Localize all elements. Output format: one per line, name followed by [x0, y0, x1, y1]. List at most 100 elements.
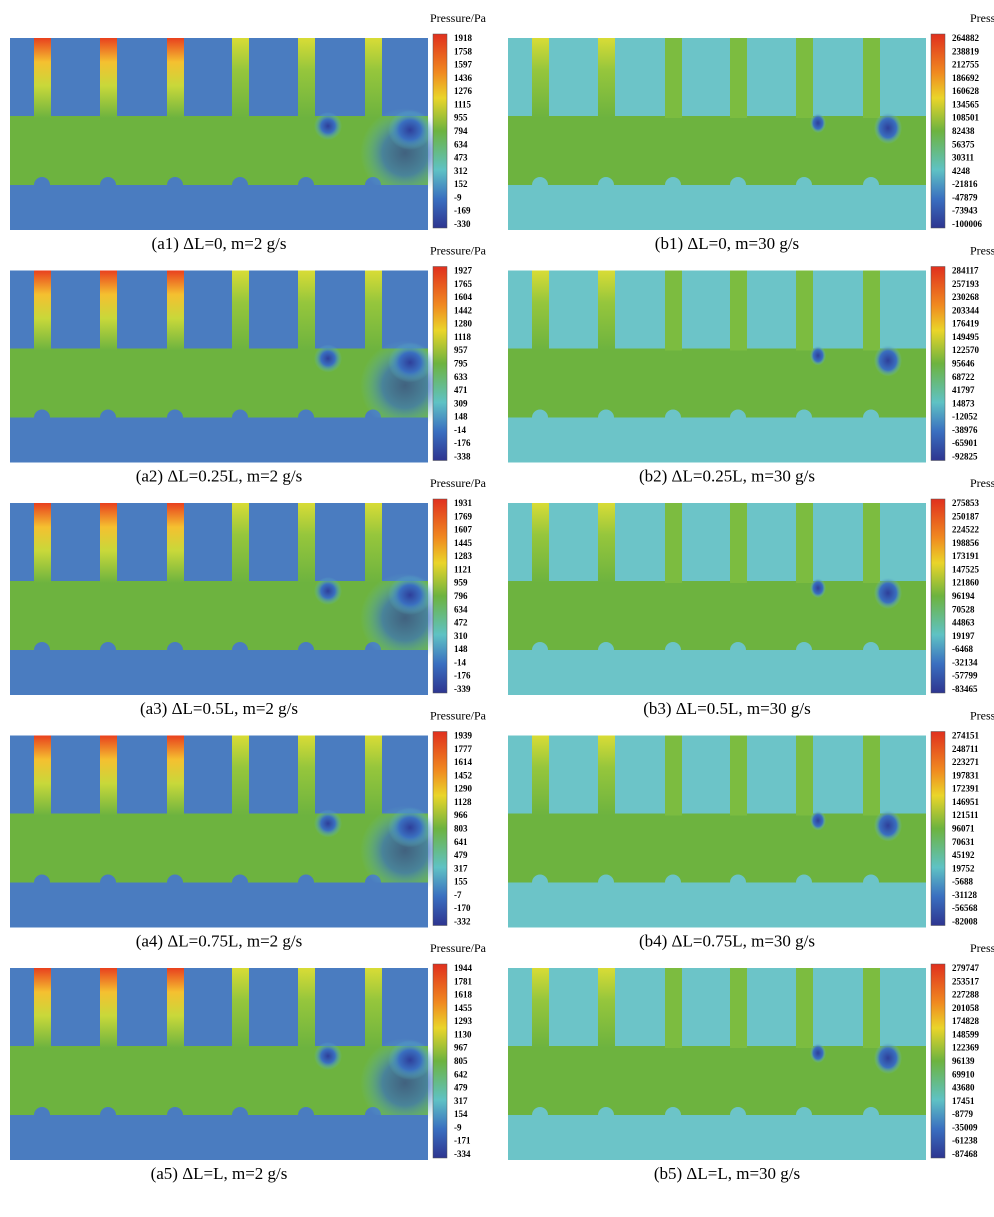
colorbar-label: 1618 [454, 990, 473, 1000]
slot [34, 968, 51, 1048]
colorbar-label: 19752 [952, 863, 975, 873]
slot [232, 735, 249, 816]
colorbar-label: 1436 [454, 73, 473, 83]
bottom-wall [508, 1115, 926, 1160]
bottom-wall [508, 185, 926, 230]
colorbar-label: -170 [454, 903, 471, 913]
vortex [874, 112, 902, 144]
colorbar-label: 805 [454, 1056, 468, 1066]
vortex [314, 577, 342, 605]
colorbar-label: 274151 [952, 731, 980, 741]
colorbar-label: 148599 [952, 1029, 980, 1039]
vortex [874, 1042, 902, 1074]
slot [665, 503, 682, 583]
colorbar-title: Pressure/Pa [430, 11, 487, 25]
colorbar-label: -8779 [952, 1109, 973, 1119]
colorbar-label: 473 [454, 153, 468, 163]
panel-caption: (b3) ΔL=0.5L, m=30 g/s [643, 699, 811, 718]
colorbar-label: 19197 [952, 631, 975, 641]
contour-plot [10, 503, 450, 695]
slot [167, 503, 184, 583]
slot [232, 38, 249, 118]
colorbar-label: 68722 [952, 372, 975, 382]
colorbar-label: 155 [454, 877, 468, 887]
colorbar [930, 963, 946, 1159]
colorbar-label: 275853 [952, 498, 980, 508]
panel: Pressure/Pa 1939 1777 1614 1452 1290 1128 966 80… [10, 709, 487, 951]
colorbar-label: -14 [454, 425, 466, 435]
panel-caption: (a2) ΔL=0.25L, m=2 g/s [136, 467, 303, 486]
vortex [874, 577, 902, 609]
colorbar-label: 41797 [952, 385, 975, 395]
colorbar-label: 309 [454, 398, 468, 408]
vortex [810, 578, 826, 598]
colorbar-label: 121511 [952, 810, 979, 820]
colorbar-label: 1758 [454, 46, 473, 56]
colorbar-title: Pressure/Pa [430, 709, 487, 723]
vortex [388, 575, 432, 615]
slot [598, 270, 615, 351]
colorbar-title: Pressure/Pa [430, 941, 487, 955]
panel: Pressure/Pa 264882 238819 212755 186692 16062… [508, 11, 994, 253]
slot [796, 270, 813, 351]
slot [863, 270, 880, 351]
colorbar-label: 1597 [454, 60, 473, 70]
colorbar-label: 317 [454, 1096, 468, 1106]
colorbar-label: 1452 [454, 770, 473, 780]
colorbar-label: -32134 [952, 657, 978, 667]
bottom-wall [508, 417, 926, 463]
flow-channel [508, 581, 926, 650]
colorbar-label: -12052 [952, 412, 978, 422]
slot [34, 735, 51, 816]
colorbar-label: -92825 [952, 452, 978, 462]
colorbar-label: -169 [454, 206, 471, 216]
colorbar-label: 1931 [454, 498, 473, 508]
slot [665, 968, 682, 1048]
vortex [810, 810, 826, 831]
colorbar-label: 642 [454, 1069, 468, 1079]
slot [365, 735, 382, 816]
colorbar-label: 122369 [952, 1043, 980, 1053]
colorbar-label: -339 [454, 684, 471, 694]
colorbar-label: 248711 [952, 744, 979, 754]
colorbar-label: 172391 [952, 784, 980, 794]
colorbar-label: -171 [454, 1136, 471, 1146]
panel: Pressure/Pa 279747 253517 227288 201058 17482… [508, 941, 994, 1183]
colorbar-label: 56375 [952, 139, 975, 149]
colorbar-label: 1130 [454, 1029, 472, 1039]
vortex [388, 342, 432, 383]
colorbar [432, 963, 448, 1159]
flow-channel [10, 116, 428, 185]
slot [863, 38, 880, 118]
slot [863, 735, 880, 816]
colorbar-label: 312 [454, 166, 468, 176]
slot [298, 38, 315, 118]
slot [298, 270, 315, 351]
vortex [314, 344, 342, 373]
colorbar-label: 1777 [454, 744, 473, 754]
colorbar-label: 1604 [454, 292, 473, 302]
contour-plot [10, 38, 450, 230]
colorbar [930, 33, 946, 229]
colorbar [432, 498, 448, 694]
colorbar-label: 1442 [454, 305, 473, 315]
panel-caption: (a5) ΔL=L, m=2 g/s [151, 1164, 288, 1183]
flow-channel [10, 813, 428, 883]
panel: Pressure/Pa 275853 250187 224522 198856 17319… [508, 476, 994, 718]
colorbar [930, 731, 946, 926]
slot [167, 735, 184, 816]
contour-plot [508, 503, 926, 695]
colorbar-label: -21816 [952, 179, 978, 189]
panel: Pressure/Pa 1944 1781 1618 1455 1293 1130 967 80… [10, 941, 487, 1183]
slot [598, 503, 615, 583]
panel: Pressure/Pa 1931 1769 1607 1445 1283 1121 959 79… [10, 476, 487, 718]
colorbar-label: 310 [454, 631, 468, 641]
slot [796, 38, 813, 118]
colorbar-label: 173191 [952, 551, 980, 561]
colorbar-label: -9 [454, 1122, 462, 1132]
colorbar-label: 152 [454, 179, 468, 189]
flow-channel [508, 813, 926, 883]
colorbar-label: 1121 [454, 564, 472, 574]
colorbar-label: 1765 [454, 279, 473, 289]
colorbar-label: 45192 [952, 850, 975, 860]
